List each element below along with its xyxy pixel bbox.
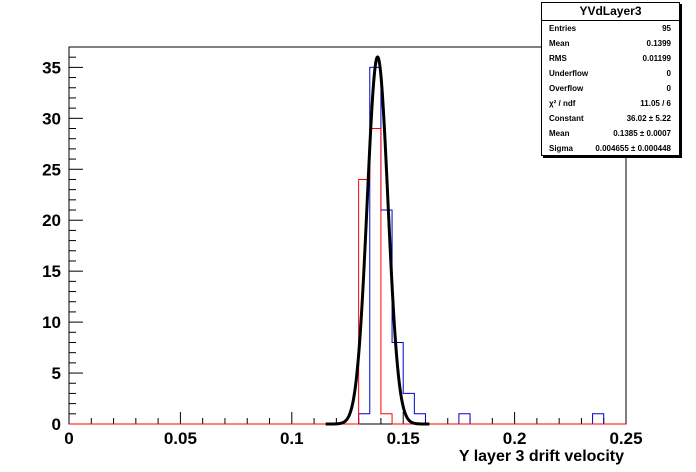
- stats-row: Sigma 0.004655 ± 0.000448: [542, 141, 679, 156]
- stats-row-label: Constant: [549, 114, 584, 123]
- stats-row: Entries 95: [542, 21, 679, 36]
- y-tick-label: 0: [52, 415, 61, 434]
- x-tick-label: 0.15: [387, 429, 420, 448]
- x-tick-label: 0.05: [164, 429, 197, 448]
- histogram-series: [69, 66, 626, 425]
- y-tick-label: 25: [42, 160, 61, 179]
- x-tick-label: 0.25: [609, 429, 642, 448]
- stats-row-label: Entries: [549, 24, 577, 33]
- gaussian-fit-curve: [325, 55, 430, 426]
- y-tick-label: 20: [42, 211, 61, 230]
- stats-row-label: χ² / ndf: [549, 99, 576, 108]
- stats-row-value: 0.1385 ± 0.0007: [613, 129, 671, 138]
- stats-row: Mean 0.1399: [542, 36, 679, 51]
- stats-row-label: Sigma: [549, 144, 574, 153]
- stats-row: Mean 0.1385 ± 0.0007: [542, 126, 679, 141]
- y-tick-labels: 0 5 10 15 20 25 30 35: [42, 58, 61, 434]
- stats-row-value: 11.05 / 6: [640, 99, 671, 108]
- y-tick-label: 30: [42, 109, 61, 128]
- y-tick-label: 5: [52, 364, 61, 383]
- stats-row-label: Overflow: [549, 84, 584, 93]
- stats-row-value: 95: [662, 24, 671, 33]
- x-tick-label: 0.2: [503, 429, 527, 448]
- stats-row-value: 0: [666, 69, 671, 78]
- stats-row-label: Mean: [549, 39, 570, 48]
- stats-row: Constant 36.02 ± 5.22: [542, 111, 679, 126]
- stats-row-value: 0.1399: [646, 39, 671, 48]
- stats-title: YVdLayer3: [542, 3, 679, 21]
- stats-box: YVdLayer3 Entries 95 Mean 0.1399 RMS 0.01199 U…: [541, 2, 680, 156]
- histogram-series-1: [69, 128, 626, 425]
- x-axis-title: Y layer 3 drift velocity: [459, 448, 624, 465]
- stats-row-value: 36.02 ± 5.22: [626, 114, 671, 123]
- stats-rows: Entries 95 Mean 0.1399 RMS 0.01199 Underflow 0 O…: [542, 21, 679, 156]
- y-tick-label: 15: [42, 262, 61, 281]
- stats-row: Overflow 0: [542, 81, 679, 96]
- x-tick-labels: 0 0.05 0.1 0.15 0.2 0.25: [64, 429, 642, 448]
- y-tick-label: 35: [42, 58, 61, 77]
- y-tick-label: 10: [42, 313, 61, 332]
- stats-row: χ² / ndf 11.05 / 6: [542, 96, 679, 111]
- stats-row-label: Underflow: [549, 69, 589, 78]
- stats-row-value: 0.004655 ± 0.000448: [595, 144, 671, 153]
- stats-row-value: 0: [666, 84, 671, 93]
- x-tick-label: 0: [64, 429, 73, 448]
- stats-row: Underflow 0: [542, 66, 679, 81]
- stats-row-label: RMS: [549, 54, 567, 63]
- axis-ticks: [68, 56, 627, 425]
- x-tick-label: 0.1: [280, 429, 304, 448]
- stats-row-value: 0.01199: [642, 54, 671, 63]
- stats-row: RMS 0.01199: [542, 51, 679, 66]
- stats-row-label: Mean: [549, 129, 570, 138]
